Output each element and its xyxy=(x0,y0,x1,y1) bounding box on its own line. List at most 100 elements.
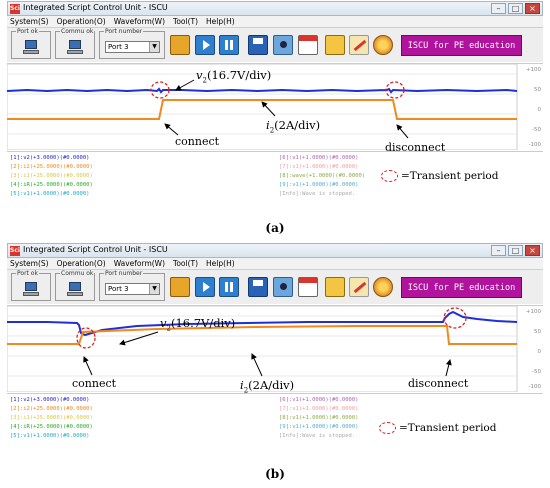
menu-system[interactable]: System(S) xyxy=(10,17,49,26)
lock-icon[interactable] xyxy=(170,277,190,297)
port-number-group: Port number Port 3 ▼ xyxy=(99,28,165,59)
transient-marker-icon xyxy=(379,422,396,434)
v2-symbol: v xyxy=(196,68,203,82)
legend-text: =Transient period xyxy=(399,422,497,434)
menu-operation[interactable]: Operation(O) xyxy=(56,259,106,268)
window-title: Integrated Script Control Unit - ISCU xyxy=(23,245,168,254)
v2-label: v2(16.7V/div) xyxy=(196,68,271,84)
calendar-icon[interactable] xyxy=(298,35,318,55)
disconnect-label: disconnect xyxy=(408,377,469,390)
pause-icon[interactable] xyxy=(219,277,239,297)
port-select[interactable]: Port 3 ▼ xyxy=(105,283,160,295)
gear-icon[interactable] xyxy=(373,35,393,55)
commu-status-label: Commu ok xyxy=(60,270,95,277)
pen-icon[interactable] xyxy=(349,35,369,55)
maximize-button[interactable]: □ xyxy=(508,245,523,256)
document-icon[interactable] xyxy=(325,277,345,297)
menu-operation[interactable]: Operation(O) xyxy=(56,17,106,26)
channel-3: [3]:i1(+25.0000)(#0.0000) xyxy=(10,415,93,421)
connect-label: connect xyxy=(175,135,220,148)
channel-9: [9]:v1(+1.0000)(#0.0000) xyxy=(279,182,359,188)
computer-icon xyxy=(23,40,39,55)
menu-help[interactable]: Help(H) xyxy=(206,17,235,26)
legend-text: =Transient period xyxy=(401,170,499,182)
camera-icon[interactable] xyxy=(273,277,293,297)
menu-system[interactable]: System(S) xyxy=(10,259,49,268)
y-tick: -50 xyxy=(532,369,541,375)
channel-3: [3]:i1(+25.0000)(#0.0000) xyxy=(10,173,93,179)
port-status-label: Port ok xyxy=(16,28,39,35)
menu-tool[interactable]: Tool(T) xyxy=(173,259,199,268)
channel-6: [6]:v1(+1.0000)(#0.0000) xyxy=(279,397,359,403)
maximize-button[interactable]: □ xyxy=(508,3,523,14)
commu-status-group: Commu ok xyxy=(55,28,95,59)
document-icon[interactable] xyxy=(325,35,345,55)
waveform-plot xyxy=(7,64,518,150)
camera-icon[interactable] xyxy=(273,35,293,55)
network-computer-icon xyxy=(67,282,83,297)
transient-marker-icon xyxy=(381,170,398,182)
channel-1: [1]:v2(+3.0000)(#0.0000) xyxy=(10,397,90,403)
save-icon[interactable] xyxy=(248,35,268,55)
waveform-plot xyxy=(7,306,518,392)
channel-7: [7]:v1(+1.0000)(#0.0000) xyxy=(279,164,359,170)
channel-list: [1]:v2(+3.0000)(#0.0000) [2]:i2(+25.0000… xyxy=(7,151,543,201)
menu-waveform[interactable]: Waveform(W) xyxy=(113,259,166,268)
iscu-window-b: Sci Integrated Script Control Unit - ISC… xyxy=(7,243,543,443)
i2-subscript: 2 xyxy=(243,386,249,395)
i2-scale: (2A/div) xyxy=(274,118,321,132)
y-tick: 50 xyxy=(534,87,541,93)
commu-status-group: Commu ok xyxy=(55,270,95,301)
play-icon[interactable] xyxy=(195,277,215,297)
v2-label: v2(16.7V/div) xyxy=(160,316,235,332)
channel-8: [8]:v1(+1.0000)(#0.0000) xyxy=(279,415,359,421)
scope-display: +100 50 0 -50 -100 xyxy=(7,305,543,392)
port-select-value: Port 3 xyxy=(108,43,129,51)
channel-4: [4]:iR(+25.0000)(#0.0000) xyxy=(10,424,93,430)
window-title: Integrated Script Control Unit - ISCU xyxy=(23,3,168,12)
disconnect-label: disconnect xyxy=(385,141,446,154)
iscu-window-a: Sci Integrated Script Control Unit - ISC… xyxy=(7,1,543,201)
channel-9: [9]:v1(+1.0000)(#0.0000) xyxy=(279,424,359,430)
i2-waveform xyxy=(7,99,517,120)
transient-legend: =Transient period xyxy=(381,170,498,182)
brand-banner: ISCU for PE education xyxy=(401,277,522,298)
caption-b: (b) xyxy=(265,467,285,481)
i2-scale: (2A/div) xyxy=(248,378,295,392)
scope-display: +100 50 0 -50 -100 xyxy=(7,63,543,150)
transient-legend: =Transient period xyxy=(379,422,496,434)
channel-2: [2]:i2(+25.0000)(#0.0000) xyxy=(10,164,93,170)
port-status-label: Port ok xyxy=(16,270,39,277)
menu-bar: System(S) Operation(O) Waveform(W) Tool(… xyxy=(7,16,543,28)
channel-7: [7]:v1(+1.0000)(#0.0000) xyxy=(279,406,359,412)
commu-status-label: Commu ok xyxy=(60,28,95,35)
chevron-down-icon: ▼ xyxy=(149,42,159,52)
channel-4: [4]:iR(+25.0000)(#0.0000) xyxy=(10,182,93,188)
port-select[interactable]: Port 3 ▼ xyxy=(105,41,160,53)
lock-icon[interactable] xyxy=(170,35,190,55)
menu-waveform[interactable]: Waveform(W) xyxy=(113,17,166,26)
save-icon[interactable] xyxy=(248,277,268,297)
minimize-button[interactable]: – xyxy=(491,3,506,14)
minimize-button[interactable]: – xyxy=(491,245,506,256)
close-button[interactable]: × xyxy=(525,3,540,14)
app-icon: Sci xyxy=(10,246,20,256)
info-status: [Info]:Wave is stopped. xyxy=(279,433,356,439)
pen-icon[interactable] xyxy=(349,277,369,297)
brand-banner: ISCU for PE education xyxy=(401,35,522,56)
connect-label: connect xyxy=(72,377,117,390)
channel-5: [5]:v1(+1.0000)(#0.0000) xyxy=(10,191,90,197)
channel-8: [8]:wave(+1.0000)(#0.0000) xyxy=(279,173,366,179)
calendar-icon[interactable] xyxy=(298,277,318,297)
app-icon: Sci xyxy=(10,4,20,14)
toolbar: Port ok Commu ok Port number Port 3 ▼ ISC… xyxy=(7,28,543,62)
y-tick: -50 xyxy=(532,127,541,133)
channel-5: [5]:v1(+1.0000)(#0.0000) xyxy=(10,433,90,439)
gear-icon[interactable] xyxy=(373,277,393,297)
port-number-label: Port number xyxy=(104,28,144,35)
menu-tool[interactable]: Tool(T) xyxy=(173,17,199,26)
pause-icon[interactable] xyxy=(219,35,239,55)
menu-help[interactable]: Help(H) xyxy=(206,259,235,268)
close-button[interactable]: × xyxy=(525,245,540,256)
play-icon[interactable] xyxy=(195,35,215,55)
